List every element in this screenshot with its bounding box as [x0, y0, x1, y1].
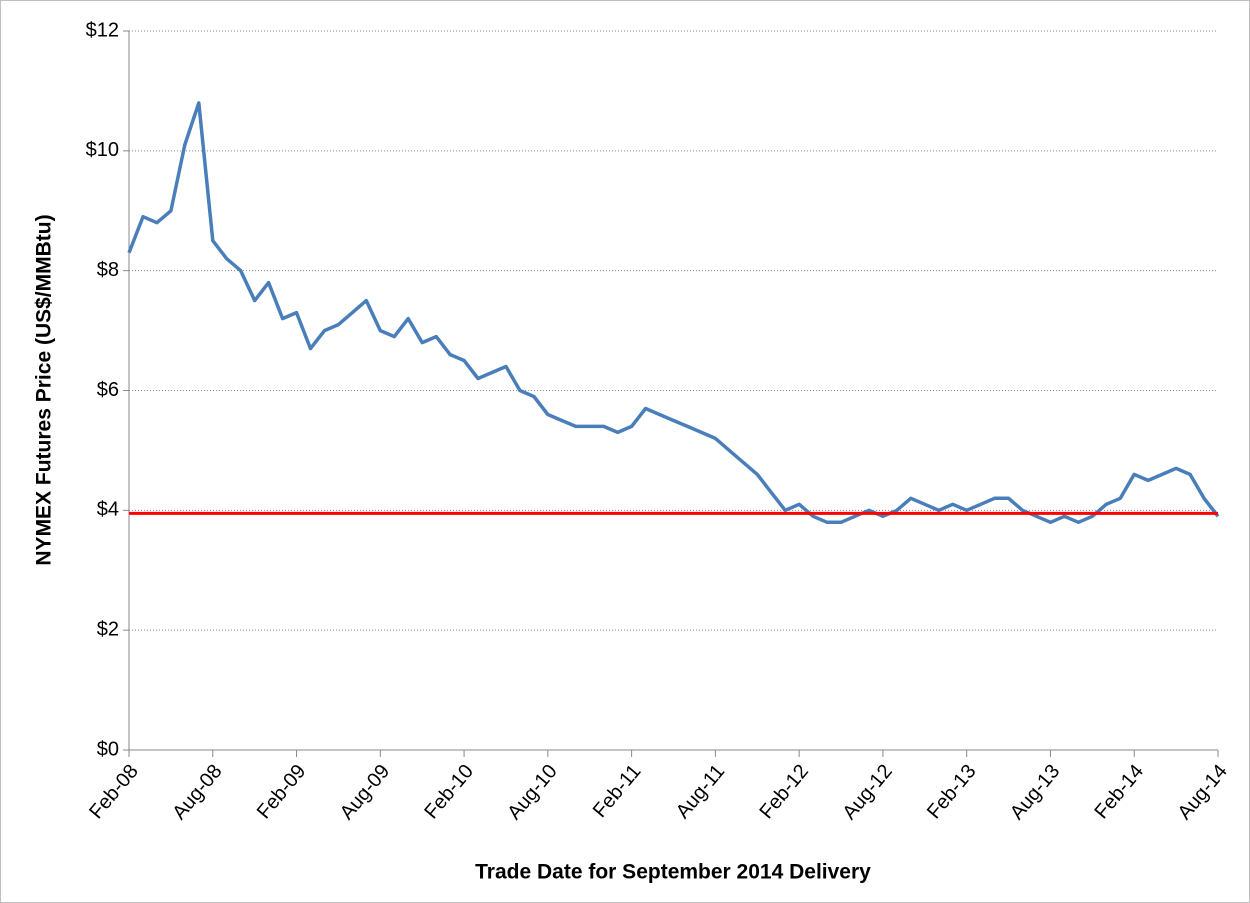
y-axis-title: NYMEX Futures Price (US$/MMBtu): [33, 214, 56, 565]
y-tick-label: $2: [97, 618, 119, 640]
y-tick-label: $0: [97, 738, 119, 760]
x-axis-title: Trade Date for September 2014 Delivery: [475, 861, 871, 884]
price-line: [127, 101, 1220, 525]
y-tick-label: $8: [97, 259, 119, 281]
y-tick-label: $12: [86, 19, 119, 41]
y-tick-label: $4: [97, 499, 119, 521]
y-tick-label: $6: [97, 379, 119, 401]
y-tick-label: $10: [86, 139, 119, 161]
